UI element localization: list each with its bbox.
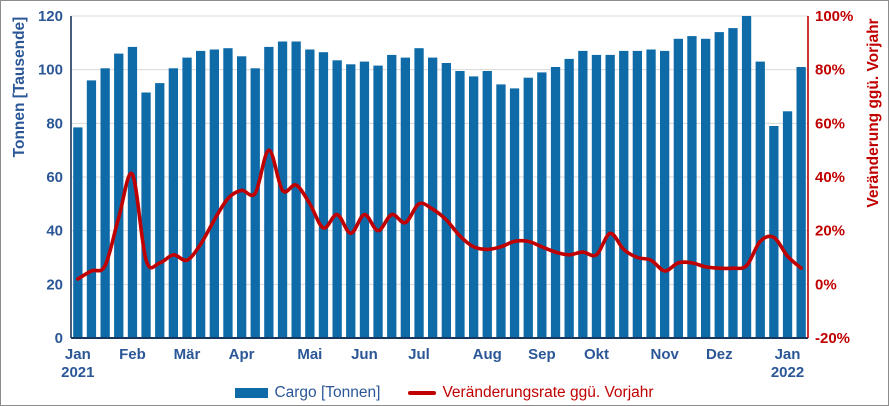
left-axis-title: Tonnen [Tausende] — [11, 16, 28, 158]
cargo-bar — [291, 41, 301, 338]
cargo-bar — [660, 50, 670, 339]
right-axis-tick-label: 40% — [815, 169, 845, 186]
cargo-bar — [523, 77, 533, 338]
cargo-bar — [86, 80, 97, 339]
cargo-bar — [796, 67, 806, 338]
x-axis-tick-label: Nov — [651, 346, 680, 363]
cargo-bar — [782, 111, 793, 338]
cargo-bar-swatch-icon — [235, 388, 269, 398]
x-axis-tick-label: Feb — [119, 346, 146, 363]
cargo-bar — [591, 54, 602, 339]
right-axis-tick-label: -20% — [815, 330, 850, 347]
cargo-bar — [441, 63, 451, 338]
cargo-bar — [100, 68, 110, 339]
cargo-bar — [632, 50, 642, 339]
cargo-bar — [414, 48, 424, 338]
x-axis-tick-label: Apr — [229, 346, 255, 363]
left-axis-tick-label: 60 — [46, 169, 63, 186]
cargo-bar — [769, 126, 779, 338]
x-axis-tick-label: Dez — [706, 346, 733, 363]
rate-line-swatch-icon — [408, 391, 437, 395]
x-axis-tick-label: Jun — [351, 346, 378, 363]
cargo-bar — [359, 61, 370, 338]
cargo-bar — [387, 54, 397, 339]
x-axis-tick-label: Mai — [297, 346, 322, 363]
cargo-bar — [168, 68, 178, 339]
cargo-bar — [400, 57, 410, 338]
cargo-bar — [673, 38, 683, 339]
x-axis-tick-label: Jul — [408, 346, 430, 363]
cargo-bar — [714, 32, 724, 338]
cargo-bar — [196, 50, 206, 339]
chart-legend: Cargo [Tonnen] Veränderungsrate ggü. Vor… — [1, 382, 888, 404]
cargo-bar — [619, 50, 629, 339]
x-axis-tick-label: Aug — [473, 346, 502, 363]
legend-item-rate: Veränderungsrate ggü. Vorjahr — [408, 384, 654, 402]
cargo-bar — [728, 28, 738, 338]
left-axis-tick-label: 40 — [46, 223, 63, 240]
cargo-bar — [373, 65, 383, 338]
cargo-bar — [455, 71, 465, 338]
cargo-bar — [578, 50, 588, 339]
cargo-bar — [537, 72, 547, 339]
rate-line — [76, 148, 803, 281]
cargo-bar — [741, 16, 752, 338]
cargo-bar — [428, 57, 438, 338]
cargo-bar — [114, 53, 124, 338]
legend-label-cargo: Cargo [Tonnen] — [274, 384, 381, 401]
cargo-bar — [482, 71, 492, 338]
cargo-bar — [237, 56, 247, 339]
cargo-bar — [182, 57, 192, 338]
cargo-bar — [496, 84, 506, 339]
right-axis-tick-label: 60% — [815, 115, 845, 132]
cargo-bar — [605, 54, 615, 339]
x-axis-tick-sublabel: 2021 — [61, 364, 94, 381]
cargo-bar — [141, 92, 151, 338]
cargo-bar — [250, 68, 260, 339]
cargo-bar — [209, 49, 219, 338]
right-axis-tick-label: 100% — [815, 8, 853, 25]
cargo-bar — [155, 83, 165, 338]
cargo-bar — [346, 64, 356, 339]
cargo-bar — [646, 49, 656, 338]
left-axis-tick-label: 80 — [46, 115, 63, 132]
cargo-bar — [564, 58, 574, 339]
cargo-bar — [332, 60, 342, 339]
left-axis-tick-label: 0 — [55, 330, 63, 347]
left-axis-tick-label: 100 — [38, 62, 63, 79]
left-axis-tick-label: 120 — [38, 8, 63, 25]
x-axis-tick-label: Jan — [775, 346, 801, 363]
cargo-bar — [223, 48, 233, 338]
legend-item-cargo: Cargo [Tonnen] — [235, 384, 380, 402]
cargo-bar — [264, 46, 274, 339]
x-axis-tick-label: Jan — [65, 346, 91, 363]
cargo-bar — [755, 61, 765, 338]
cargo-bar — [687, 36, 697, 338]
cargo-bar — [701, 38, 711, 339]
cargo-bar — [73, 127, 83, 339]
right-axis-tick-label: 20% — [815, 223, 845, 240]
cargo-bar — [550, 67, 561, 338]
right-axis-title: Veränderung ggü. Vorjahr — [865, 18, 882, 208]
cargo-bar — [318, 52, 329, 338]
left-axis-tick-label: 20 — [46, 276, 63, 293]
cargo-bar — [127, 46, 138, 339]
right-axis-tick-label: 0% — [815, 276, 837, 293]
x-axis-tick-label: Okt — [584, 346, 609, 363]
cargo-bar — [305, 49, 315, 338]
cargo-bar — [469, 76, 479, 339]
x-axis-tick-label: Mär — [174, 346, 201, 363]
right-axis-tick-label: 80% — [815, 62, 845, 79]
x-axis-tick-sublabel: 2022 — [771, 364, 804, 381]
x-axis-tick-label: Sep — [528, 346, 556, 363]
legend-label-rate: Veränderungsrate ggü. Vorjahr — [442, 384, 654, 401]
cargo-bar — [509, 88, 520, 339]
